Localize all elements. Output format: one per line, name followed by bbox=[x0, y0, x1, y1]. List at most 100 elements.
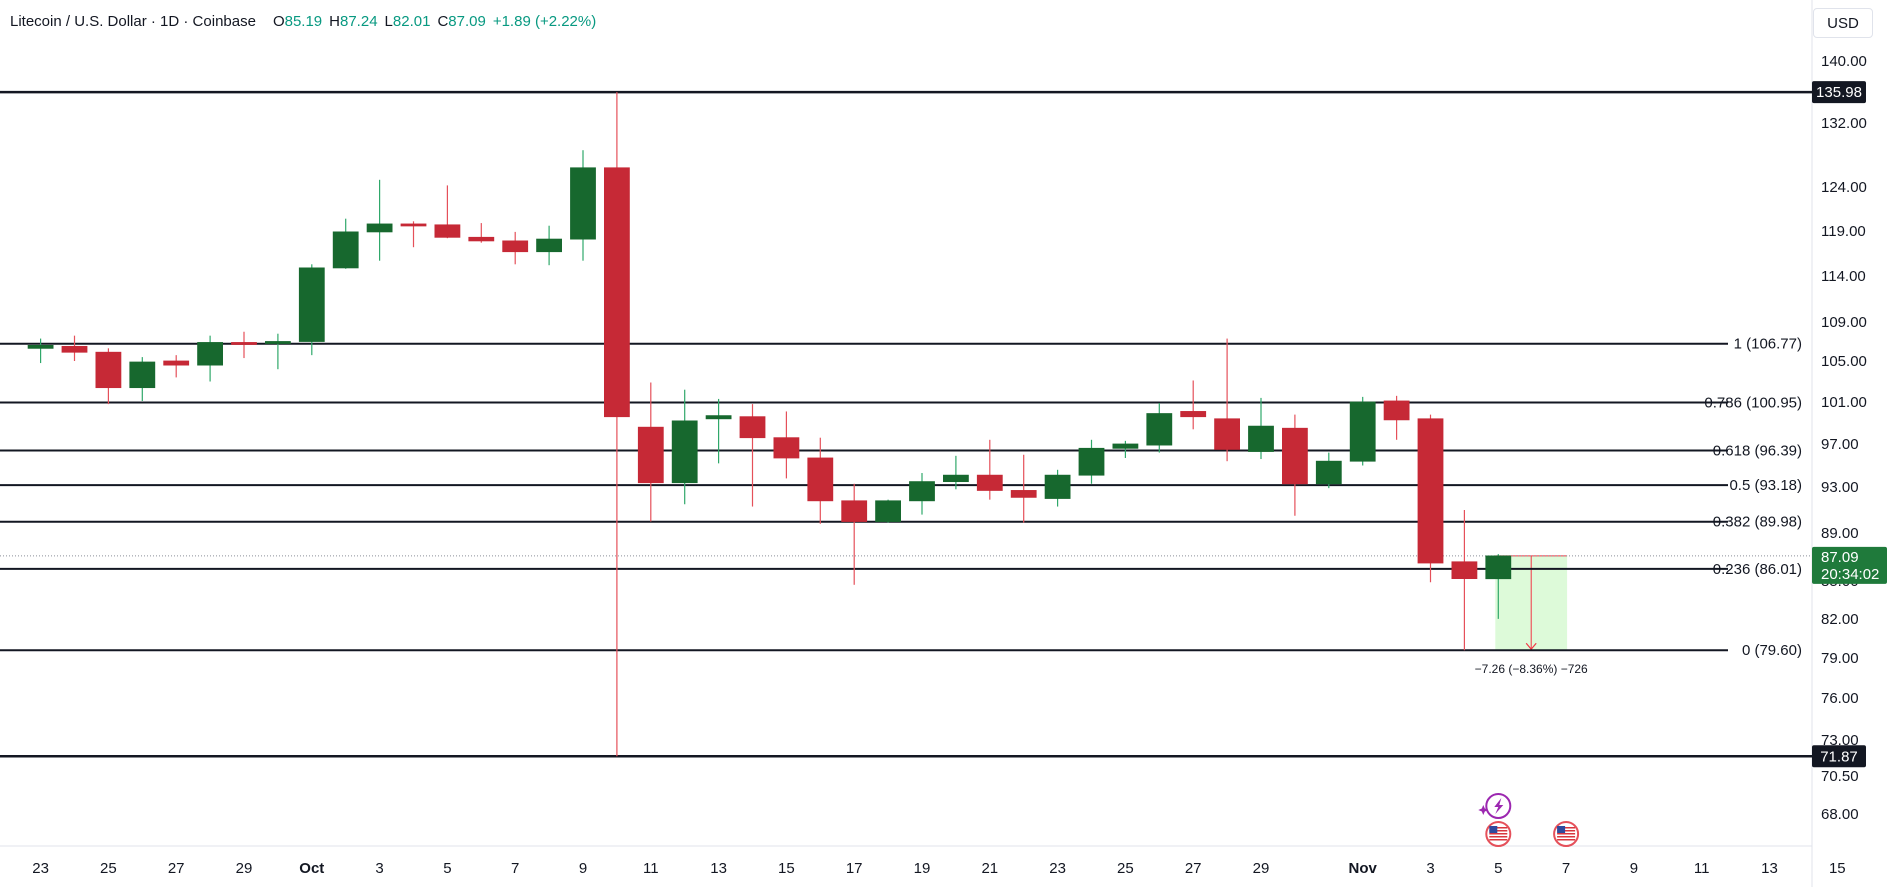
time-tick-label: 11 bbox=[643, 860, 659, 877]
range-price-tag bbox=[1812, 81, 1866, 104]
time-tick-label: 15 bbox=[1829, 860, 1846, 877]
time-tick-label: 7 bbox=[511, 860, 519, 877]
open-label: O bbox=[272, 12, 285, 30]
candle-body[interactable] bbox=[298, 267, 325, 342]
candle-body[interactable] bbox=[197, 342, 224, 366]
candle-body[interactable] bbox=[264, 341, 291, 344]
time-tick-label: 15 bbox=[778, 860, 795, 877]
candle-body[interactable] bbox=[1078, 447, 1105, 476]
fib-level-label: 0.5 (93.18) bbox=[1729, 477, 1802, 494]
time-tick-label: 3 bbox=[1426, 860, 1434, 877]
candle-body[interactable] bbox=[976, 474, 1003, 491]
candle-body[interactable] bbox=[163, 360, 190, 366]
close-label: C bbox=[437, 12, 449, 30]
price-tick-label: 68.00 bbox=[1821, 806, 1859, 823]
us-flag-icon[interactable] bbox=[1485, 821, 1512, 847]
candle-body[interactable] bbox=[1282, 427, 1308, 485]
candle-body[interactable] bbox=[95, 351, 122, 389]
candle-body[interactable] bbox=[1383, 400, 1410, 421]
price-tick-label: 79.00 bbox=[1821, 650, 1859, 667]
candle-body[interactable] bbox=[875, 500, 901, 522]
candle-body[interactable] bbox=[1485, 555, 1512, 580]
candle-body[interactable] bbox=[129, 361, 156, 389]
time-tick-label: 3 bbox=[375, 860, 383, 877]
candle-body[interactable] bbox=[332, 231, 359, 269]
price-tick-label: 140.00 bbox=[1821, 53, 1867, 70]
candle-body[interactable] bbox=[27, 344, 54, 349]
measure-label: −7.26 (−8.36%) −726 bbox=[1475, 662, 1588, 676]
fib-level-label: 0 (79.60) bbox=[1742, 642, 1802, 659]
lightning-icon[interactable] bbox=[1478, 793, 1512, 819]
price-tick-label: 101.00 bbox=[1821, 394, 1867, 411]
time-tick-label: 9 bbox=[1630, 860, 1638, 877]
candle-body[interactable] bbox=[1451, 561, 1478, 579]
fib-level-label: 0.786 (100.95) bbox=[1704, 395, 1802, 412]
range-price-tag-text: 71.87 bbox=[1820, 748, 1858, 765]
time-tick-label: 13 bbox=[1761, 860, 1778, 877]
chart-legend: Litecoin / U.S. Dollar · 1D · Coinbase O… bbox=[10, 10, 596, 32]
time-tick-label: 29 bbox=[1253, 860, 1270, 877]
candle-body[interactable] bbox=[1146, 413, 1173, 446]
candle-body[interactable] bbox=[468, 236, 495, 242]
change-value: +1.89 (+2.22%) bbox=[492, 12, 597, 30]
candle-body[interactable] bbox=[536, 238, 562, 253]
candle-body[interactable] bbox=[604, 167, 630, 418]
price-tick-label: 119.00 bbox=[1821, 223, 1866, 240]
time-tick-label: 27 bbox=[1185, 860, 1202, 877]
candle-body[interactable] bbox=[739, 416, 766, 439]
last-price-value: 87.09 bbox=[1821, 549, 1859, 566]
price-tick-label: 89.00 bbox=[1821, 525, 1859, 542]
candle-body[interactable] bbox=[1214, 418, 1240, 450]
candle-body[interactable] bbox=[570, 167, 596, 240]
candle-body[interactable] bbox=[1417, 418, 1444, 564]
candle-body[interactable] bbox=[1112, 443, 1139, 449]
candle-body[interactable] bbox=[61, 345, 88, 353]
candle-body[interactable] bbox=[1248, 425, 1274, 452]
candle-body[interactable] bbox=[231, 342, 257, 345]
candle-body[interactable] bbox=[1315, 460, 1342, 485]
range-price-tag bbox=[1812, 745, 1866, 768]
price-tick-label: 114.00 bbox=[1821, 268, 1866, 285]
price-tick-label: 73.00 bbox=[1821, 732, 1859, 749]
candle-body[interactable] bbox=[807, 457, 834, 502]
price-tick-label: 82.00 bbox=[1821, 611, 1859, 628]
candle-body[interactable] bbox=[909, 481, 935, 502]
candle-body[interactable] bbox=[1180, 411, 1207, 418]
open-value: 85.19 bbox=[284, 12, 323, 30]
candle-body[interactable] bbox=[1044, 474, 1071, 499]
symbol-title[interactable]: Litecoin / U.S. Dollar · 1D · Coinbase bbox=[10, 12, 256, 30]
time-tick-label: Oct bbox=[299, 860, 324, 877]
low-value: 82.01 bbox=[392, 12, 431, 30]
time-tick-label: 5 bbox=[1494, 860, 1502, 877]
candle-body[interactable] bbox=[841, 500, 868, 522]
candle-body[interactable] bbox=[1349, 401, 1376, 462]
time-tick-label: 5 bbox=[443, 860, 451, 877]
candle-body[interactable] bbox=[400, 223, 427, 227]
candle-body[interactable] bbox=[773, 437, 800, 459]
candle-body[interactable] bbox=[366, 223, 393, 233]
candle-body[interactable] bbox=[1010, 490, 1037, 498]
price-tick-label: 124.00 bbox=[1821, 179, 1867, 196]
high-value: 87.24 bbox=[340, 12, 378, 30]
fib-level-label: 0.236 (86.01) bbox=[1713, 561, 1802, 578]
time-tick-label: 25 bbox=[100, 860, 117, 877]
fib-level-label: 0.382 (89.98) bbox=[1713, 514, 1802, 531]
currency-button[interactable]: USD bbox=[1813, 8, 1873, 38]
price-tick-label: 70.50 bbox=[1821, 768, 1859, 785]
candle-body[interactable] bbox=[671, 420, 698, 484]
time-tick-label: 13 bbox=[710, 860, 727, 877]
fib-level-label: 1 (106.77) bbox=[1734, 336, 1802, 353]
time-tick-label: 27 bbox=[168, 860, 185, 877]
candle-body[interactable] bbox=[434, 224, 461, 238]
us-flag-icon[interactable] bbox=[1553, 821, 1580, 847]
last-price-tag[interactable] bbox=[1812, 546, 1887, 584]
price-tick-label: 97.00 bbox=[1821, 436, 1859, 453]
price-tick-label: 105.00 bbox=[1821, 353, 1867, 370]
candle-body[interactable] bbox=[637, 426, 664, 484]
candle-body[interactable] bbox=[705, 415, 732, 420]
price-tick-label: 109.00 bbox=[1821, 314, 1867, 331]
candle-body[interactable] bbox=[502, 240, 529, 253]
candle-body[interactable] bbox=[943, 474, 969, 483]
bar-countdown: 20:34:02 bbox=[1821, 566, 1879, 583]
